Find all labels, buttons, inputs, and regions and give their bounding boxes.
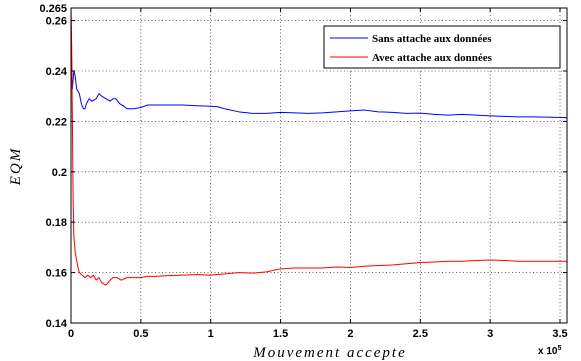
y-tick-label: 0.14 bbox=[46, 318, 68, 330]
x-tick-label: 0 bbox=[68, 328, 74, 340]
x-tick-label: 2 bbox=[347, 328, 353, 340]
x-tick-label: 3.5 bbox=[552, 328, 567, 340]
legend-box bbox=[323, 25, 561, 69]
y-axis-label: EQM bbox=[8, 147, 24, 187]
y-tick-label: 0.22 bbox=[46, 116, 67, 128]
legend-label-sans-attache: Sans attache aux données bbox=[372, 33, 492, 45]
x-axis-label: Mouvement accepte bbox=[252, 345, 407, 361]
x-axis-multiplier: x 105 bbox=[538, 345, 561, 357]
series-line-avec-attache bbox=[70, 7, 567, 286]
legend: Sans attache aux données Avec attache au… bbox=[323, 25, 561, 69]
series-line-sans-attache bbox=[70, 15, 568, 119]
axis-ticks: 0 0.5 1 1.5 2 2.5 3 3.5 0.14 0.16 0.18 0.2 0.22 0.24 0… bbox=[39, 3, 567, 340]
series-lines bbox=[70, 7, 568, 286]
x-tick-label: 1.5 bbox=[273, 328, 288, 340]
x-tick-label: 3 bbox=[487, 328, 493, 340]
x-tick-label: 0.5 bbox=[133, 328, 148, 340]
y-tick-label: 0.265 bbox=[39, 3, 67, 15]
x-tick-label: 1 bbox=[208, 328, 214, 340]
legend-label-avec-attache: Avec attache aux données bbox=[372, 52, 493, 64]
y-tick-label: 0.2 bbox=[52, 167, 67, 179]
x-tick-label: 2.5 bbox=[413, 328, 428, 340]
plot-area-frame bbox=[70, 7, 568, 324]
y-tick-label: 0.26 bbox=[46, 16, 67, 28]
y-tick-label: 0.24 bbox=[46, 66, 68, 78]
x-axis-multiplier-exponent: 5 bbox=[557, 345, 561, 352]
y-tick-label: 0.18 bbox=[46, 217, 67, 229]
y-tick-label: 0.16 bbox=[46, 268, 67, 280]
